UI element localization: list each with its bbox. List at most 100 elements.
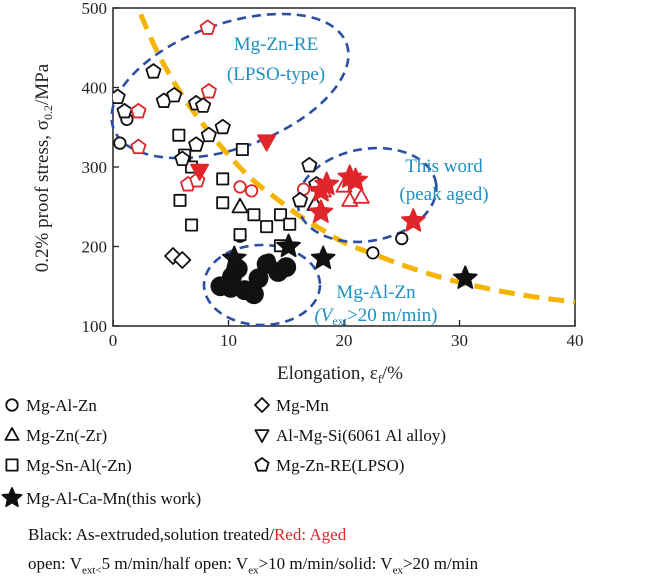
point-square (185, 218, 199, 232)
x-axis-label-unit: /% (382, 363, 403, 384)
x-tick-label: 0 (109, 331, 118, 350)
legend: Mg-Al-Zn Mg-Mn Mg-Zn(-Zr) Al-Mg-Si(6061 Al … (1, 396, 446, 508)
legend-marker-triangle-down (254, 429, 270, 443)
legend-marker-pentagon (254, 457, 270, 472)
legend-label: Mg-Al-Ca-Mn(this work) (26, 489, 201, 508)
point-triangle-down (257, 134, 277, 152)
axis-ticks: 0 10 20 30 40 100 200 300 400 500 (82, 0, 584, 350)
point-pentagon (130, 138, 147, 155)
data-points (113, 19, 478, 305)
point-square (235, 143, 249, 157)
point-circle (395, 231, 409, 246)
point-pentagon (145, 63, 162, 79)
y-axis-label-sub: 0.2 (41, 105, 55, 120)
notes-solid-sub: ex (392, 564, 403, 577)
x-tick-label: 40 (567, 331, 584, 350)
notes-open-sub: ext< (82, 564, 102, 577)
y-tick-label: 300 (82, 158, 108, 177)
legend-marker-triangle (4, 427, 20, 441)
annotations: Mg-Zn-RE (LPSO-type) This word (peak age… (227, 34, 489, 328)
point-square (216, 196, 230, 210)
notes-black: Black: As-extruded,solution treated/ (28, 525, 274, 544)
point-triangle (231, 197, 249, 214)
notes-open-prefix: open: V (28, 554, 82, 573)
point-pentagon (174, 150, 191, 167)
point-square (233, 228, 247, 242)
notes-red: Red: Aged (273, 525, 347, 544)
x-axis-title: Elongation, εf/% (277, 363, 403, 386)
point-diamond (173, 251, 192, 269)
notes-solid-rest: >20 m/min (402, 554, 479, 573)
point-star (276, 233, 301, 258)
annotation-thiswork-line1: This word (405, 156, 483, 177)
y-axis-label: 0.2% proof stress, σ (32, 120, 53, 272)
y-axis-label-unit: /MPa (32, 63, 53, 105)
point-star (221, 245, 247, 270)
annotation-thiswork-line2: (peak aged) (399, 184, 488, 205)
y-tick-label: 200 (82, 238, 108, 257)
point-circle (233, 180, 247, 194)
svg-text:0.2% proof stress, σ0.2/MPa: 0.2% proof stress, σ0.2/MPa (32, 63, 55, 272)
point-pentagon (195, 97, 212, 113)
legend-label: Mg-Zn-RE(LPSO) (276, 456, 404, 475)
x-tick-label: 30 (451, 331, 468, 350)
point-star (310, 245, 336, 270)
point-star (452, 265, 478, 289)
annotation-lpso-line1: Mg-Zn-RE (234, 34, 318, 55)
point-square (260, 220, 274, 234)
point-pentagon (301, 157, 318, 173)
notes-color-line: Black: As-extruded,solution treated/Red:… (28, 520, 651, 549)
point-pentagon (113, 88, 126, 105)
lpso-ellipse (110, 12, 350, 160)
legend-label: Mg-Sn-Al(-Zn) (26, 456, 132, 475)
y-axis-title: 0.2% proof stress, σ0.2/MPa (32, 63, 55, 272)
point-circle (366, 246, 380, 260)
agz-ellipse (202, 243, 322, 327)
point-triangle-down (190, 163, 210, 181)
scatter-chart: 0 10 20 30 40 100 200 300 400 500 Mg-Zn-RE (LPSO-… (1, 0, 584, 508)
point-circle (248, 268, 269, 289)
plot-frame (112, 7, 576, 327)
point-pentagon (166, 87, 183, 103)
legend-label: Mg-Mn (276, 396, 329, 415)
point-circle (220, 277, 241, 298)
trend-line (138, 13, 575, 305)
point-pentagon (200, 126, 217, 143)
legend-marker-diamond (254, 397, 270, 413)
legend-marker-circle (5, 398, 19, 412)
legend-label: Al-Mg-Si(6061 Al alloy) (276, 426, 446, 445)
notes: Black: As-extruded,solution treated/Red:… (28, 520, 651, 585)
point-pentagon (214, 118, 231, 135)
annotation-agz-line2: (Vext>20 m/min) (314, 305, 437, 328)
legend-marker-square (5, 458, 19, 472)
notes-open-rest: 5 m/min/half open: V (101, 554, 249, 573)
x-axis-label-sub: f (378, 372, 382, 386)
legend-marker-star (1, 487, 23, 507)
point-square (283, 217, 297, 231)
point-square (172, 128, 186, 142)
y-tick-label: 500 (82, 0, 108, 18)
point-pentagon (292, 191, 309, 208)
point-pentagon (188, 136, 205, 152)
point-circle (276, 257, 297, 278)
notes-half-sub: ex (248, 564, 259, 577)
annotation-lpso-line2: (LPSO-type) (227, 64, 325, 85)
point-triangle (352, 188, 370, 204)
point-star (308, 199, 334, 223)
x-tick-label: 20 (336, 331, 353, 350)
annotation-agz-open: (V (314, 305, 334, 326)
point-circle (244, 184, 259, 198)
point-circle (113, 136, 127, 150)
point-star (314, 171, 339, 196)
point-star (343, 167, 368, 192)
notes-half-rest: >10 m/min/solid: V (258, 554, 393, 573)
svg-text:Elongation, εf/%: Elongation, εf/% (277, 363, 403, 386)
trend-curve (138, 13, 575, 305)
annotation-agz-rest: >20 m/min) (347, 305, 437, 326)
x-tick-label: 10 (220, 331, 237, 350)
point-square (247, 208, 261, 222)
point-square (173, 193, 187, 207)
point-pentagon (199, 19, 216, 35)
annotation-agz-sub: ext (332, 314, 347, 328)
point-pentagon (200, 83, 217, 99)
